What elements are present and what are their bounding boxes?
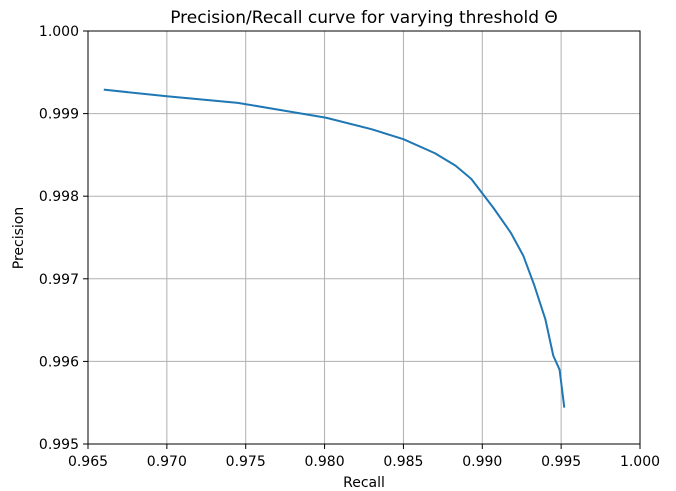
y-axis-label: Precision — [11, 207, 27, 269]
series-layer — [103, 88, 566, 408]
y-tick-label: 0.996 — [39, 354, 79, 370]
x-axis: 0.965 0.970 0.975 0.980 0.985 0.990 0.995 1.000 — [68, 444, 660, 470]
y-tick-label: 1.000 — [39, 24, 79, 40]
y-tick-label: 0.999 — [39, 107, 79, 123]
x-tick-label: 1.000 — [620, 454, 660, 470]
x-tick-label: 0.965 — [68, 454, 108, 470]
y-tick-label: 0.998 — [39, 189, 79, 205]
y-tick-label: 0.995 — [39, 437, 79, 453]
x-tick-label: 0.970 — [147, 454, 187, 470]
y-axis: 0.995 0.996 0.997 0.998 0.999 1.000 — [39, 24, 88, 453]
x-tick-label: 0.975 — [226, 454, 266, 470]
x-tick-label: 0.985 — [383, 454, 423, 470]
x-tick-label: 0.995 — [541, 454, 581, 470]
x-tick-label: 0.980 — [305, 454, 345, 470]
plot-frame — [87, 30, 641, 445]
x-tick-label: 0.990 — [462, 454, 502, 470]
series-line-0 — [103, 88, 566, 408]
x-axis-label: Recall — [343, 475, 385, 491]
y-tick-label: 0.997 — [39, 272, 79, 288]
chart-title: Precision/Recall curve for varying thres… — [170, 8, 558, 28]
